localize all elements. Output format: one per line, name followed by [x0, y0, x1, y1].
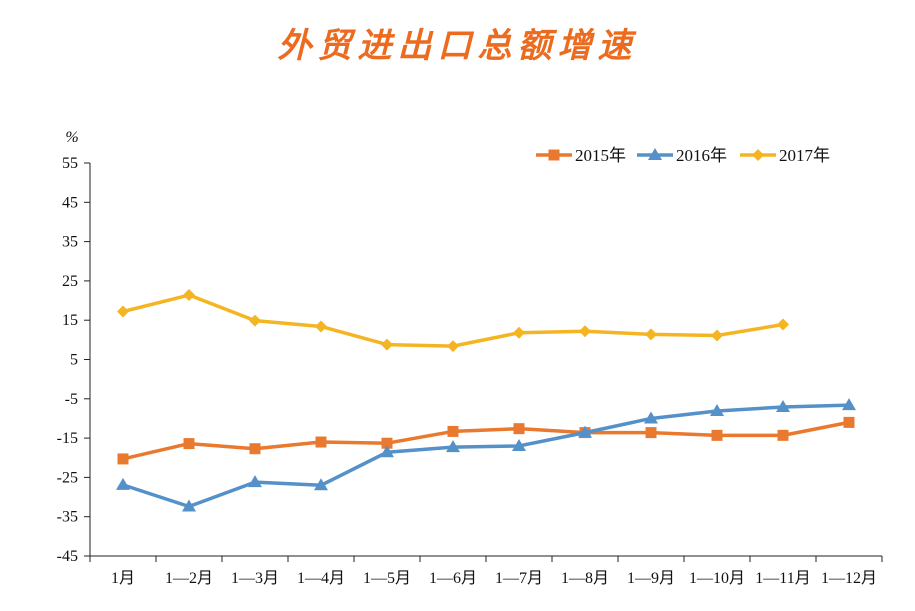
data-point — [711, 329, 723, 342]
data-point — [182, 499, 196, 512]
data-point — [645, 328, 657, 341]
y-tick-label: -25 — [57, 469, 78, 486]
data-point — [183, 438, 195, 450]
data-point — [513, 423, 525, 435]
data-point — [117, 305, 129, 318]
x-tick-label: 1—7月 — [495, 570, 543, 587]
data-point — [315, 320, 327, 333]
series-2017年 — [117, 289, 789, 353]
chart-title: 外贸进出口总额增速 — [277, 26, 638, 66]
data-point — [315, 436, 327, 448]
x-tick-label: 1—4月 — [297, 570, 345, 587]
data-point — [381, 338, 393, 351]
x-tick-label: 1—10月 — [689, 570, 745, 587]
data-point — [645, 427, 657, 439]
data-point — [777, 318, 789, 331]
data-point — [513, 326, 525, 339]
data-point — [710, 403, 724, 416]
legend: 2015年 2016年 2017年 — [536, 146, 830, 165]
legend-label: 2017年 — [779, 146, 830, 165]
y-tick-label: -5 — [65, 391, 78, 408]
series-line — [121, 293, 785, 348]
y-tick-label: 55 — [62, 155, 78, 172]
x-tick-label: 1—2月 — [165, 570, 213, 587]
y-tick-label: -15 — [57, 430, 78, 447]
x-tick-label: 1—6月 — [429, 570, 477, 587]
data-point — [842, 398, 856, 411]
legend-marker — [648, 148, 662, 160]
legend-item-2015年: 2015年 — [536, 146, 626, 165]
legend-marker — [548, 149, 560, 161]
data-point — [644, 411, 658, 424]
series-layer — [116, 289, 856, 512]
data-point — [579, 325, 591, 338]
series-2015年 — [117, 416, 855, 465]
y-tick-label: 35 — [62, 234, 78, 251]
y-tick-label: -35 — [57, 509, 78, 526]
series-line — [121, 420, 851, 461]
data-point — [777, 429, 789, 441]
data-point — [843, 416, 855, 428]
x-tick-label: 1—9月 — [627, 570, 675, 587]
data-point — [578, 425, 592, 438]
data-point — [446, 440, 460, 453]
y-tick-label: -45 — [57, 548, 78, 565]
legend-label: 2016年 — [676, 146, 727, 165]
legend-item-2017年: 2017年 — [740, 146, 830, 165]
x-tick-label: 1—11月 — [755, 570, 810, 587]
y-unit-label: % — [65, 129, 78, 146]
data-point — [249, 443, 261, 455]
series-2016年 — [116, 398, 856, 512]
x-tick-label: 1—8月 — [561, 570, 609, 587]
y-tick-label: 25 — [62, 273, 78, 290]
x-tick-label: 1—5月 — [363, 570, 411, 587]
legend-label: 2015年 — [575, 146, 626, 165]
data-point — [380, 445, 394, 458]
data-point — [381, 437, 393, 449]
x-tick-label: 1—3月 — [231, 570, 279, 587]
y-tick-label: 45 — [62, 194, 78, 211]
data-point — [117, 453, 129, 465]
legend-marker — [752, 149, 764, 161]
data-point — [314, 478, 328, 491]
data-point — [512, 438, 526, 451]
data-point — [447, 340, 459, 353]
series-line — [121, 403, 851, 509]
data-point — [248, 475, 262, 488]
data-point — [447, 425, 459, 437]
data-point — [776, 400, 790, 413]
y-tick-label: 5 — [70, 352, 78, 369]
data-point — [116, 477, 130, 490]
data-point — [249, 314, 261, 327]
data-point — [711, 429, 723, 441]
y-tick-label: 15 — [62, 312, 78, 329]
x-tick-label: 1月 — [111, 570, 135, 587]
x-tick-label: 1—12月 — [821, 570, 877, 587]
legend-item-2016年: 2016年 — [637, 146, 727, 165]
data-point — [183, 289, 195, 302]
axes: % 55 45 35 25 15 5 -5 -15 -25 -35 -45 1月 1—2月 1—3月 1—4月… — [57, 129, 883, 587]
